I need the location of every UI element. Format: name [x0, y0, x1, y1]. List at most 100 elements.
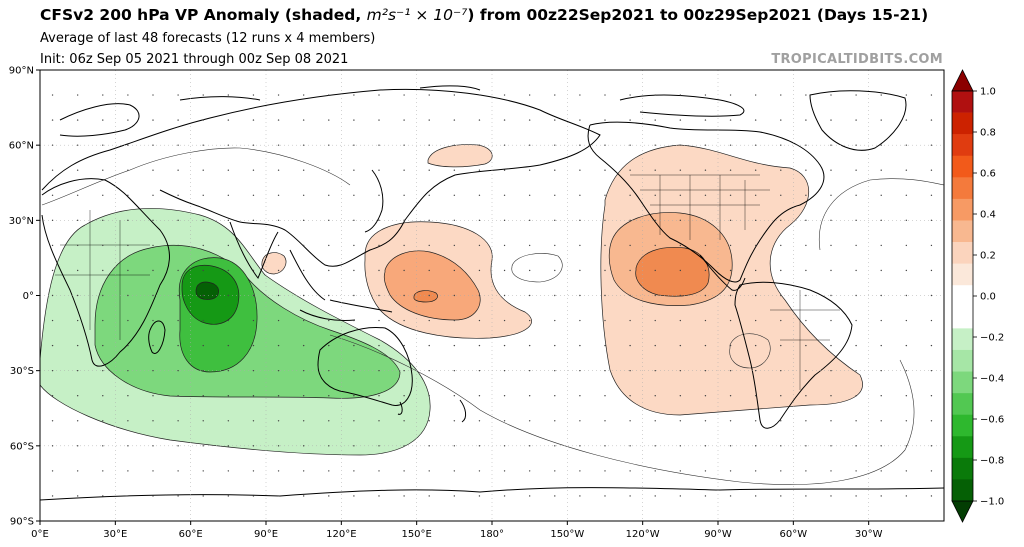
init-text: Init: 06z Sep 05 2021 through 00z Sep 08… [40, 52, 349, 67]
grid-dot [780, 119, 782, 121]
grid-dot [428, 244, 430, 247]
grid-dot [855, 169, 857, 171]
grid-dot [177, 470, 179, 472]
grid-dot [754, 369, 757, 372]
grid-dot [152, 344, 154, 347]
grid-dot [528, 169, 531, 171]
grid-dot [679, 169, 682, 171]
grid-dot [654, 344, 656, 347]
grid-dot [102, 445, 104, 447]
grid-dot [152, 144, 154, 146]
grid-dot [127, 144, 129, 146]
grid-dot [152, 319, 154, 322]
grid-dot [227, 169, 230, 171]
grid-dot [51, 495, 54, 497]
grid-dot [780, 219, 782, 222]
grid-dot [729, 344, 732, 347]
grid-dot [353, 395, 355, 397]
grid-dot [478, 219, 481, 222]
grid-dot [127, 445, 129, 447]
grid-dot [754, 194, 757, 196]
grid-dot [830, 219, 832, 222]
grid-dot [880, 395, 882, 397]
grid-dot [654, 495, 656, 497]
grid-dot [629, 395, 631, 397]
grid-dot [930, 144, 933, 146]
grid-dot [930, 194, 933, 196]
grid-dot [704, 470, 707, 472]
grid-dot [277, 495, 280, 497]
pos-anomaly-0.6 [635, 246, 710, 297]
grid-dot [403, 144, 405, 146]
grid-dot [102, 470, 104, 472]
grid-dot [579, 470, 581, 472]
colorbar-segment [952, 328, 973, 351]
grid-dot [880, 119, 882, 121]
colorbar-segment [952, 349, 973, 372]
grid-dot [51, 319, 54, 322]
grid-dot [277, 194, 280, 196]
grid-dot [328, 420, 330, 422]
grid-dot [328, 269, 330, 272]
grid-dot [277, 219, 280, 222]
grid-dot [905, 369, 908, 372]
grid-dot [252, 94, 255, 96]
grid-dot [780, 144, 782, 146]
grid-dot [328, 470, 330, 472]
grid-dot [302, 420, 305, 422]
grid-dot [654, 420, 656, 422]
grid-dot [252, 144, 255, 146]
colorbar-segment [952, 285, 973, 308]
grid-dot [629, 294, 631, 297]
grid-dot [503, 420, 506, 422]
grid-dot [353, 470, 355, 472]
colorbar-extend-bottom [951, 500, 974, 523]
lon-tick-label: 90°W [704, 529, 732, 540]
colorbar-tick-label: −1.0 [980, 497, 1004, 508]
grid-dot [855, 144, 857, 146]
grid-dot [503, 294, 506, 297]
grid-dot [503, 319, 506, 322]
grid-dot [478, 395, 481, 397]
grid-dot [478, 169, 481, 171]
grid-dot [302, 119, 305, 121]
grid-dot [729, 194, 732, 196]
grid-dot [277, 319, 280, 322]
colorbar-segment [952, 155, 973, 178]
grid-dot [579, 194, 581, 196]
grid-dot [554, 144, 556, 146]
grid-dot [855, 395, 857, 397]
grid-dot [127, 219, 129, 222]
grid-dot [76, 369, 79, 372]
grid-dot [177, 219, 179, 222]
grid-dot [252, 219, 255, 222]
grid-dot [478, 319, 481, 322]
grid-dot [930, 445, 933, 447]
grid-dot [604, 119, 606, 121]
grid-dot [277, 244, 280, 247]
grid-dot [554, 194, 556, 196]
grid-dot [277, 119, 280, 121]
grid-dot [654, 119, 656, 121]
colorbar-tick-label: −0.8 [980, 456, 1004, 467]
grid-dot [378, 369, 380, 372]
grid-dot [503, 219, 506, 222]
grid-dot [378, 344, 380, 347]
chart-subtitle: Average of last 48 forecasts (12 runs x … [40, 31, 376, 46]
grid-dot [554, 369, 556, 372]
grid-dot [102, 369, 104, 372]
grid-dot [905, 294, 908, 297]
lon-tick-label: 180° [480, 529, 504, 540]
grid-dot [629, 269, 631, 272]
grid-dot [805, 94, 807, 96]
grid-dot [403, 219, 405, 222]
lon-tick-label: 120°E [326, 529, 356, 540]
grid-dot [528, 94, 531, 96]
grid-dot [378, 420, 380, 422]
grid-dot [453, 319, 456, 322]
grid-dot [780, 269, 782, 272]
grid-dot [152, 470, 154, 472]
grid-dot [428, 495, 430, 497]
grid-dot [805, 495, 807, 497]
